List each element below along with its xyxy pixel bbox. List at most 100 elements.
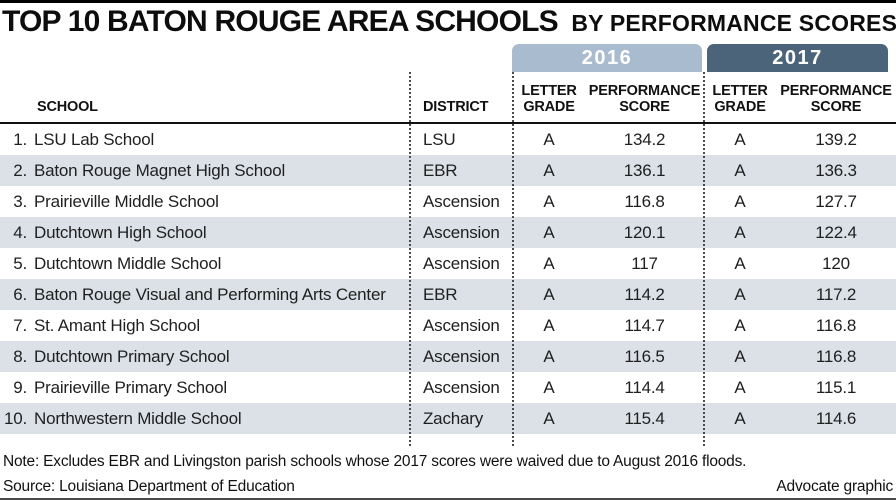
district-cell: Ascension bbox=[423, 377, 500, 397]
score-2016-cell: 116.8 bbox=[624, 191, 665, 211]
grade-2016-cell: A bbox=[543, 408, 555, 428]
table-row: 7. St. Amant High School Ascension A 114… bbox=[0, 310, 896, 341]
page-title: TOP 10 BATON ROUGE AREA SCHOOLS bbox=[2, 5, 559, 38]
school-name: Northwestern Middle School bbox=[34, 408, 242, 428]
district-cell: Zachary bbox=[423, 408, 484, 428]
score-2017-cell: 117.2 bbox=[815, 284, 857, 304]
grade-2017-cell: A bbox=[734, 346, 746, 366]
table-row: 1. LSU Lab School LSU A 134.2 A 139.2 bbox=[0, 124, 896, 155]
score-2017-cell: 114.6 bbox=[815, 408, 857, 428]
school-cell: 8. Dutchtown Primary School bbox=[0, 347, 410, 367]
school-cell: 1. LSU Lab School bbox=[0, 130, 410, 150]
grade-2016-cell: A bbox=[543, 222, 555, 242]
district-cell: Ascension bbox=[423, 222, 500, 242]
score-2016-cell: 114.2 bbox=[624, 284, 665, 304]
table-body: 1. LSU Lab School LSU A 134.2 A 139.2 2.… bbox=[0, 124, 896, 434]
score-2017-cell: 116.8 bbox=[815, 315, 857, 335]
column-header-perf-score-2016: PERFORMANCE SCORE bbox=[588, 82, 701, 115]
score-2017-cell: 136.3 bbox=[815, 160, 857, 180]
score-2016-cell: 136.1 bbox=[623, 160, 666, 180]
page-subtitle: BY PERFORMANCE SCORES bbox=[571, 10, 896, 36]
grade-2016-cell: A bbox=[543, 315, 555, 335]
column-divider-school-district bbox=[409, 72, 411, 446]
table-row: 9. Prairieville Primary School Ascension… bbox=[0, 372, 896, 403]
score-2017-cell: 127.7 bbox=[815, 191, 857, 211]
grade-2016-cell: A bbox=[543, 160, 555, 180]
school-name: Baton Rouge Magnet High School bbox=[34, 160, 286, 180]
grade-2017-cell: A bbox=[734, 284, 746, 304]
score-2016-cell: 134.2 bbox=[623, 129, 666, 149]
footer-row: Source: Louisiana Department of Educatio… bbox=[3, 478, 893, 496]
row-rank: 2. bbox=[13, 160, 27, 180]
grade-2017-cell: A bbox=[734, 160, 746, 180]
school-cell: 2. Baton Rouge Magnet High School bbox=[0, 161, 410, 181]
district-cell: EBR bbox=[423, 160, 458, 180]
district-cell: Ascension bbox=[423, 253, 500, 273]
grade-2017-cell: A bbox=[734, 253, 746, 273]
district-cell: Ascension bbox=[423, 346, 500, 366]
row-rank: 8. bbox=[13, 346, 27, 366]
score-2017-cell: 116.8 bbox=[815, 346, 857, 366]
school-name: LSU Lab School bbox=[34, 129, 155, 149]
row-rank: 7. bbox=[13, 315, 27, 335]
school-cell: 9. Prairieville Primary School bbox=[0, 378, 410, 398]
footnote: Note: Excludes EBR and Livingston parish… bbox=[3, 453, 747, 470]
school-cell: 3. Prairieville Middle School bbox=[0, 192, 410, 212]
column-divider-2016-2017 bbox=[703, 72, 705, 446]
grade-2017-cell: A bbox=[734, 408, 746, 428]
credit-text: Advocate graphic bbox=[776, 478, 893, 495]
grade-2016-cell: A bbox=[543, 377, 555, 397]
score-2017-cell: 120 bbox=[822, 253, 850, 273]
title-bar: TOP 10 BATON ROUGE AREA SCHOOLS BY PERFO… bbox=[2, 5, 896, 39]
grade-2017-cell: A bbox=[734, 129, 746, 149]
school-name: Dutchtown Middle School bbox=[34, 253, 222, 273]
score-2016-cell: 115.4 bbox=[624, 408, 665, 428]
year-tab-2017: 2017 bbox=[707, 44, 888, 72]
table-row: 5. Dutchtown Middle School Ascension A 1… bbox=[0, 248, 896, 279]
row-rank: 1. bbox=[13, 129, 27, 149]
school-cell: 6. Baton Rouge Visual and Performing Art… bbox=[0, 285, 410, 305]
grade-2016-cell: A bbox=[543, 191, 555, 211]
district-cell: LSU bbox=[423, 129, 456, 149]
district-cell: EBR bbox=[423, 284, 458, 304]
score-2016-cell: 114.4 bbox=[624, 377, 665, 397]
school-cell: 7. St. Amant High School bbox=[0, 316, 410, 336]
school-cell: 5. Dutchtown Middle School bbox=[0, 254, 410, 274]
school-name: Baton Rouge Visual and Performing Arts C… bbox=[34, 284, 386, 304]
table-row: 6. Baton Rouge Visual and Performing Art… bbox=[0, 279, 896, 310]
grade-2016-cell: A bbox=[543, 129, 555, 149]
school-cell: 10. Northwestern Middle School bbox=[0, 409, 410, 429]
school-name: Prairieville Middle School bbox=[34, 191, 219, 211]
grade-2016-cell: A bbox=[543, 346, 555, 366]
row-rank: 9. bbox=[13, 377, 27, 397]
row-rank: 10. bbox=[3, 408, 27, 428]
score-2016-cell: 120.1 bbox=[623, 222, 666, 242]
row-rank: 3. bbox=[13, 191, 27, 211]
grade-2017-cell: A bbox=[734, 222, 746, 242]
score-2016-cell: 114.7 bbox=[624, 315, 665, 335]
school-name: St. Amant High School bbox=[34, 315, 200, 335]
school-cell: 4. Dutchtown High School bbox=[0, 223, 410, 243]
column-header-letter-grade-2017: LETTER GRADE bbox=[712, 82, 768, 115]
school-name: Prairieville Primary School bbox=[34, 377, 227, 397]
grade-2016-cell: A bbox=[543, 284, 555, 304]
table-row: 3. Prairieville Middle School Ascension … bbox=[0, 186, 896, 217]
district-cell: Ascension bbox=[423, 191, 500, 211]
bottom-divider bbox=[0, 498, 896, 500]
grade-2017-cell: A bbox=[734, 377, 746, 397]
score-2017-cell: 122.4 bbox=[815, 222, 857, 242]
score-2017-cell: 115.1 bbox=[815, 377, 857, 397]
column-divider-district-2016 bbox=[512, 72, 514, 446]
grade-2017-cell: A bbox=[734, 315, 746, 335]
top-divider bbox=[0, 0, 896, 3]
table-row: 4. Dutchtown High School Ascension A 120… bbox=[0, 217, 896, 248]
school-name: Dutchtown Primary School bbox=[34, 346, 230, 366]
grade-2017-cell: A bbox=[734, 191, 746, 211]
row-rank: 4. bbox=[13, 222, 27, 242]
table-row: 8. Dutchtown Primary School Ascension A … bbox=[0, 341, 896, 372]
column-header-district: DISTRICT bbox=[423, 98, 489, 115]
table-row: 2. Baton Rouge Magnet High School EBR A … bbox=[0, 155, 896, 186]
grade-2016-cell: A bbox=[543, 253, 555, 273]
score-2016-cell: 116.5 bbox=[624, 346, 665, 366]
